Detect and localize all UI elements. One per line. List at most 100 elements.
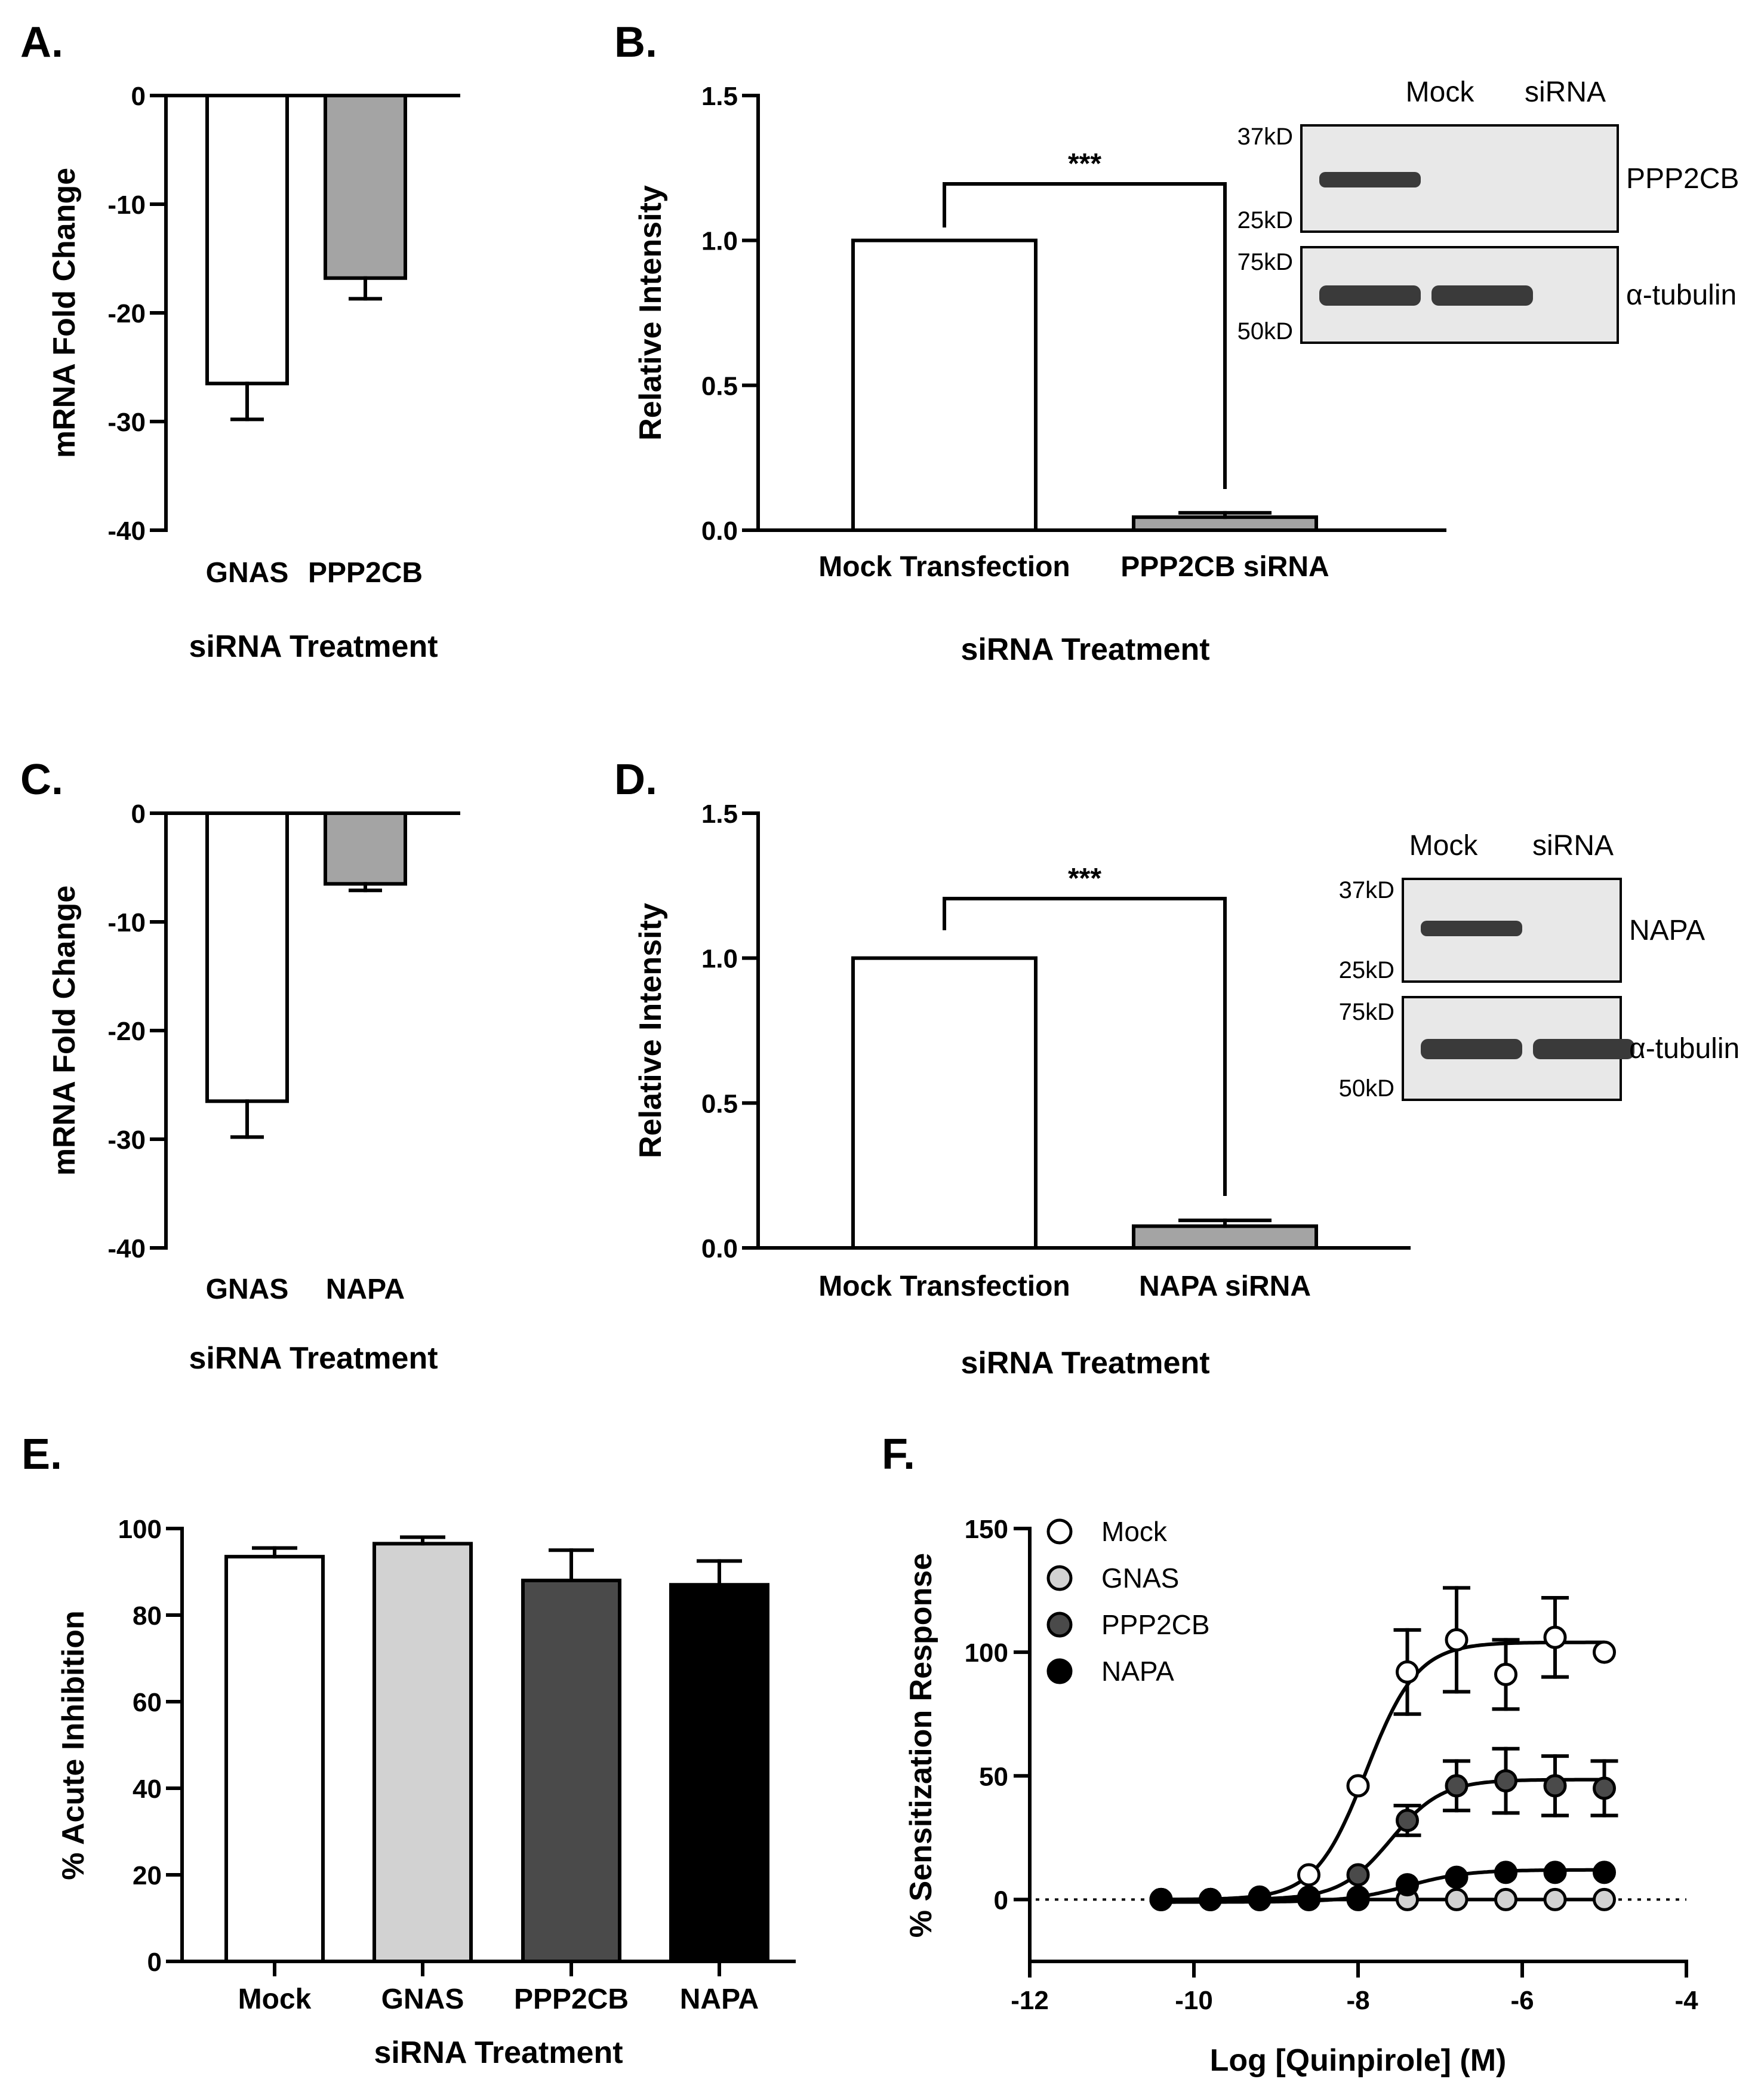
data-point-napa: [1396, 1873, 1419, 1897]
x-axis-title: siRNA Treatment: [189, 1341, 438, 1376]
x-axis-title: siRNA Treatment: [960, 632, 1209, 667]
x-tick-label: NAPA siRNA: [1139, 1271, 1311, 1302]
y-tick-label: -20: [107, 1017, 146, 1046]
blot-marker: 50kD: [1237, 318, 1293, 345]
y-tick-label: -30: [107, 408, 146, 437]
bar-ppp2cb: [324, 94, 407, 280]
blot-marker: 37kD: [1339, 877, 1394, 903]
data-point-mock: [1593, 1640, 1616, 1664]
x-tick-label: GNAS: [206, 557, 289, 589]
x-tick-label: -10: [1175, 1986, 1213, 2015]
y-tick-label: 1.0: [701, 945, 738, 974]
panel-label-f: F.: [882, 1431, 915, 1478]
y-tick-label: 0: [131, 82, 146, 111]
significance-stars: ***: [1068, 148, 1101, 180]
y-tick-label: 40: [133, 1775, 162, 1804]
blot-lane-sirna: siRNA: [1525, 76, 1606, 108]
data-point-gnas: [1445, 1887, 1469, 1911]
data-point-ppp2cb: [1593, 1776, 1616, 1800]
bar-gnas: [205, 94, 289, 386]
x-axis-title: siRNA Treatment: [189, 629, 438, 664]
blot-marker: 37kD: [1237, 124, 1293, 150]
data-point-gnas: [1593, 1887, 1616, 1911]
panel-label-c: C.: [20, 756, 63, 804]
x-tick-label: GNAS: [206, 1274, 289, 1305]
y-tick-label: -40: [107, 1234, 146, 1263]
data-point-mock: [1346, 1774, 1370, 1798]
blot-band-tubulin-sirna: [1533, 1039, 1634, 1059]
x-tick-label: PPP2CB: [308, 557, 423, 589]
blot-tubulin-label: α-tubulin: [1626, 279, 1737, 311]
bar-gnas: [205, 811, 289, 1103]
panel-label-d: D.: [614, 756, 657, 804]
y-tick-label: 80: [133, 1601, 162, 1631]
blot-band-target-mock: [1421, 921, 1522, 936]
y-tick-label: 0.5: [701, 1089, 738, 1118]
legend-marker-napa: [1046, 1658, 1073, 1684]
data-point-ppp2cb: [1346, 1863, 1370, 1887]
data-point-napa: [1543, 1860, 1567, 1884]
significance-stars: ***: [1068, 863, 1101, 894]
y-tick-label: 0.0: [701, 1234, 738, 1263]
blot-tubulin-label: α-tubulin: [1629, 1033, 1740, 1065]
y-axis-title: mRNA Fold Change: [47, 168, 82, 458]
bar-mock-transfection: [851, 238, 1038, 532]
bar-ppp2cb: [521, 1579, 621, 1963]
data-point-ppp2cb: [1543, 1774, 1567, 1798]
data-point-napa: [1297, 1887, 1320, 1911]
bar-ppp2cb-sirna: [1132, 515, 1318, 532]
blot-marker: 75kD: [1237, 249, 1293, 275]
data-point-napa: [1346, 1885, 1370, 1909]
x-tick-label: NAPA: [680, 1983, 759, 2015]
x-tick-label: NAPA: [326, 1274, 405, 1305]
y-tick-label: 1.5: [701, 799, 738, 829]
blot-band-tubulin-sirna: [1431, 285, 1533, 306]
y-axis-title: % Acute Inhibition: [56, 1610, 91, 1880]
blot-marker: 50kD: [1339, 1075, 1394, 1102]
legend-label-gnas: GNAS: [1101, 1563, 1179, 1594]
x-tick-label: Mock: [238, 1983, 312, 2015]
x-tick-label: Mock Transfection: [818, 551, 1070, 583]
y-tick-label: -20: [107, 299, 146, 328]
x-tick-label: -8: [1346, 1986, 1369, 2015]
data-point-napa: [1149, 1887, 1173, 1911]
data-point-mock: [1297, 1863, 1320, 1887]
blot-target-label: NAPA: [1629, 915, 1705, 946]
y-axis-title: Relative Intensity: [633, 185, 668, 441]
y-tick-label: 0: [131, 799, 146, 829]
blot-lane-mock: Mock: [1409, 830, 1479, 862]
x-tick-label: -4: [1674, 1986, 1698, 2015]
y-tick-label: 1.0: [701, 227, 738, 256]
y-tick-label: 0: [147, 1948, 162, 1977]
x-axis-title: Log [Quinpirole] (M): [1210, 2043, 1507, 2078]
data-point-napa: [1248, 1887, 1272, 1911]
x-tick-label: -6: [1510, 1986, 1534, 2015]
bar-gnas: [372, 1542, 473, 1963]
data-point-mock: [1494, 1662, 1517, 1686]
y-tick-label: 100: [118, 1515, 162, 1544]
bar-napa: [324, 811, 407, 886]
fit-curve-ppp2cb: [1161, 1778, 1605, 1902]
x-axis-title: siRNA Treatment: [960, 1346, 1209, 1380]
data-point-napa: [1445, 1865, 1469, 1889]
y-tick-label: 20: [133, 1861, 162, 1890]
data-point-ppp2cb: [1494, 1769, 1517, 1793]
bar-napa: [669, 1583, 769, 1963]
y-axis-title: mRNA Fold Change: [47, 885, 82, 1176]
fit-curve-napa: [1161, 1868, 1605, 1904]
legend-marker-mock: [1046, 1518, 1073, 1545]
blot-lane-mock: Mock: [1406, 76, 1475, 108]
legend-marker-gnas: [1046, 1565, 1073, 1591]
y-tick-label: 1.5: [701, 82, 738, 111]
data-point-mock: [1396, 1660, 1419, 1684]
y-tick-label: 50: [979, 1762, 1008, 1791]
y-tick-label: 60: [133, 1688, 162, 1717]
data-point-mock: [1543, 1625, 1567, 1649]
x-tick-label: PPP2CB: [514, 1983, 629, 2015]
blot-marker: 25kD: [1339, 957, 1394, 983]
bar-napa-sirna: [1132, 1224, 1318, 1250]
x-tick-label: -12: [1011, 1986, 1049, 2015]
panel-label-a: A.: [20, 19, 63, 66]
y-axis-title: % Sensitization Response: [904, 1553, 938, 1938]
x-tick-label: PPP2CB siRNA: [1120, 551, 1329, 583]
